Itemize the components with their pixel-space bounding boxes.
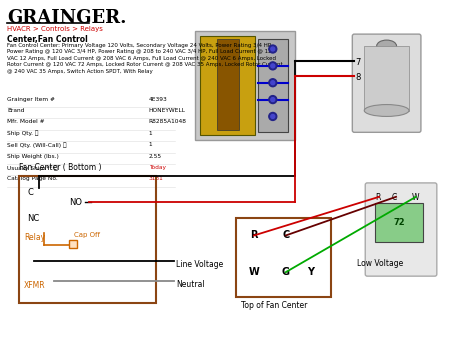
Text: Brand: Brand — [8, 108, 25, 113]
Circle shape — [271, 98, 275, 101]
FancyBboxPatch shape — [365, 183, 437, 276]
Text: XFMR: XFMR — [24, 281, 46, 290]
Bar — [258, 39, 288, 132]
Text: Fan Control Center: Primary Voltage 120 Volts, Secondary Voltage 24 Volts, Power: Fan Control Center: Primary Voltage 120 … — [8, 43, 283, 74]
Text: 1: 1 — [148, 131, 152, 136]
Text: Low Voltage: Low Voltage — [357, 259, 403, 268]
Text: Fan Center ( Bottom ): Fan Center ( Bottom ) — [19, 163, 102, 172]
Text: C: C — [282, 230, 289, 240]
Text: Mfr. Model #: Mfr. Model # — [8, 119, 45, 125]
Bar — [19, 176, 156, 303]
Text: Relay: Relay — [24, 234, 46, 243]
Text: Y: Y — [307, 267, 314, 277]
Bar — [236, 218, 331, 297]
Bar — [195, 31, 295, 140]
Text: Ship Weight (lbs.): Ship Weight (lbs.) — [8, 154, 59, 159]
Text: Grainger Item #: Grainger Item # — [8, 97, 55, 101]
Text: 4E393: 4E393 — [148, 97, 167, 101]
Text: 8: 8 — [356, 73, 361, 82]
Text: Line Voltage: Line Voltage — [176, 260, 224, 269]
Ellipse shape — [364, 105, 409, 117]
Text: GRAINGER.: GRAINGER. — [8, 9, 127, 27]
Text: C: C — [392, 193, 397, 202]
Ellipse shape — [377, 40, 397, 52]
Text: Center,Fan Control: Center,Fan Control — [8, 35, 88, 44]
Circle shape — [269, 62, 277, 70]
Text: NO: NO — [69, 198, 82, 207]
Text: W: W — [248, 267, 259, 277]
Bar — [375, 203, 423, 243]
Bar — [200, 36, 255, 135]
Text: R8285A1048: R8285A1048 — [148, 119, 187, 125]
Text: 3131: 3131 — [148, 176, 163, 182]
Text: 1: 1 — [148, 142, 152, 147]
Bar — [217, 39, 239, 130]
Circle shape — [269, 79, 277, 87]
Text: 72: 72 — [393, 218, 405, 227]
Text: Sell Qty. (Will-Call) ⓘ: Sell Qty. (Will-Call) ⓘ — [8, 142, 67, 148]
Text: Neutral: Neutral — [176, 280, 205, 289]
Text: C: C — [27, 188, 33, 197]
Bar — [364, 46, 409, 110]
Text: W: W — [412, 193, 419, 202]
FancyBboxPatch shape — [352, 34, 421, 132]
Text: R: R — [250, 230, 258, 240]
Circle shape — [271, 47, 275, 51]
Circle shape — [271, 64, 275, 68]
Circle shape — [269, 96, 277, 104]
Text: Cap Off: Cap Off — [74, 232, 100, 237]
Text: HONEYWELL: HONEYWELL — [148, 108, 185, 113]
Text: NC: NC — [27, 214, 39, 223]
Text: 7: 7 — [356, 58, 361, 67]
Text: Catalog Page No.: Catalog Page No. — [8, 176, 58, 182]
Text: Today: Today — [148, 165, 165, 170]
Text: R: R — [375, 193, 381, 202]
Text: Top of Fan Center: Top of Fan Center — [241, 301, 307, 310]
Bar — [69, 240, 77, 248]
Text: Usually Ships** ⓘ: Usually Ships** ⓘ — [8, 165, 58, 171]
Text: Ship Qty. ⓘ: Ship Qty. ⓘ — [8, 131, 39, 137]
Circle shape — [269, 45, 277, 53]
Text: 2.55: 2.55 — [148, 154, 162, 159]
Text: HVACR > Controls > Relays: HVACR > Controls > Relays — [8, 26, 103, 32]
Circle shape — [271, 115, 275, 118]
Circle shape — [271, 81, 275, 85]
Text: G: G — [282, 267, 290, 277]
Circle shape — [269, 112, 277, 120]
